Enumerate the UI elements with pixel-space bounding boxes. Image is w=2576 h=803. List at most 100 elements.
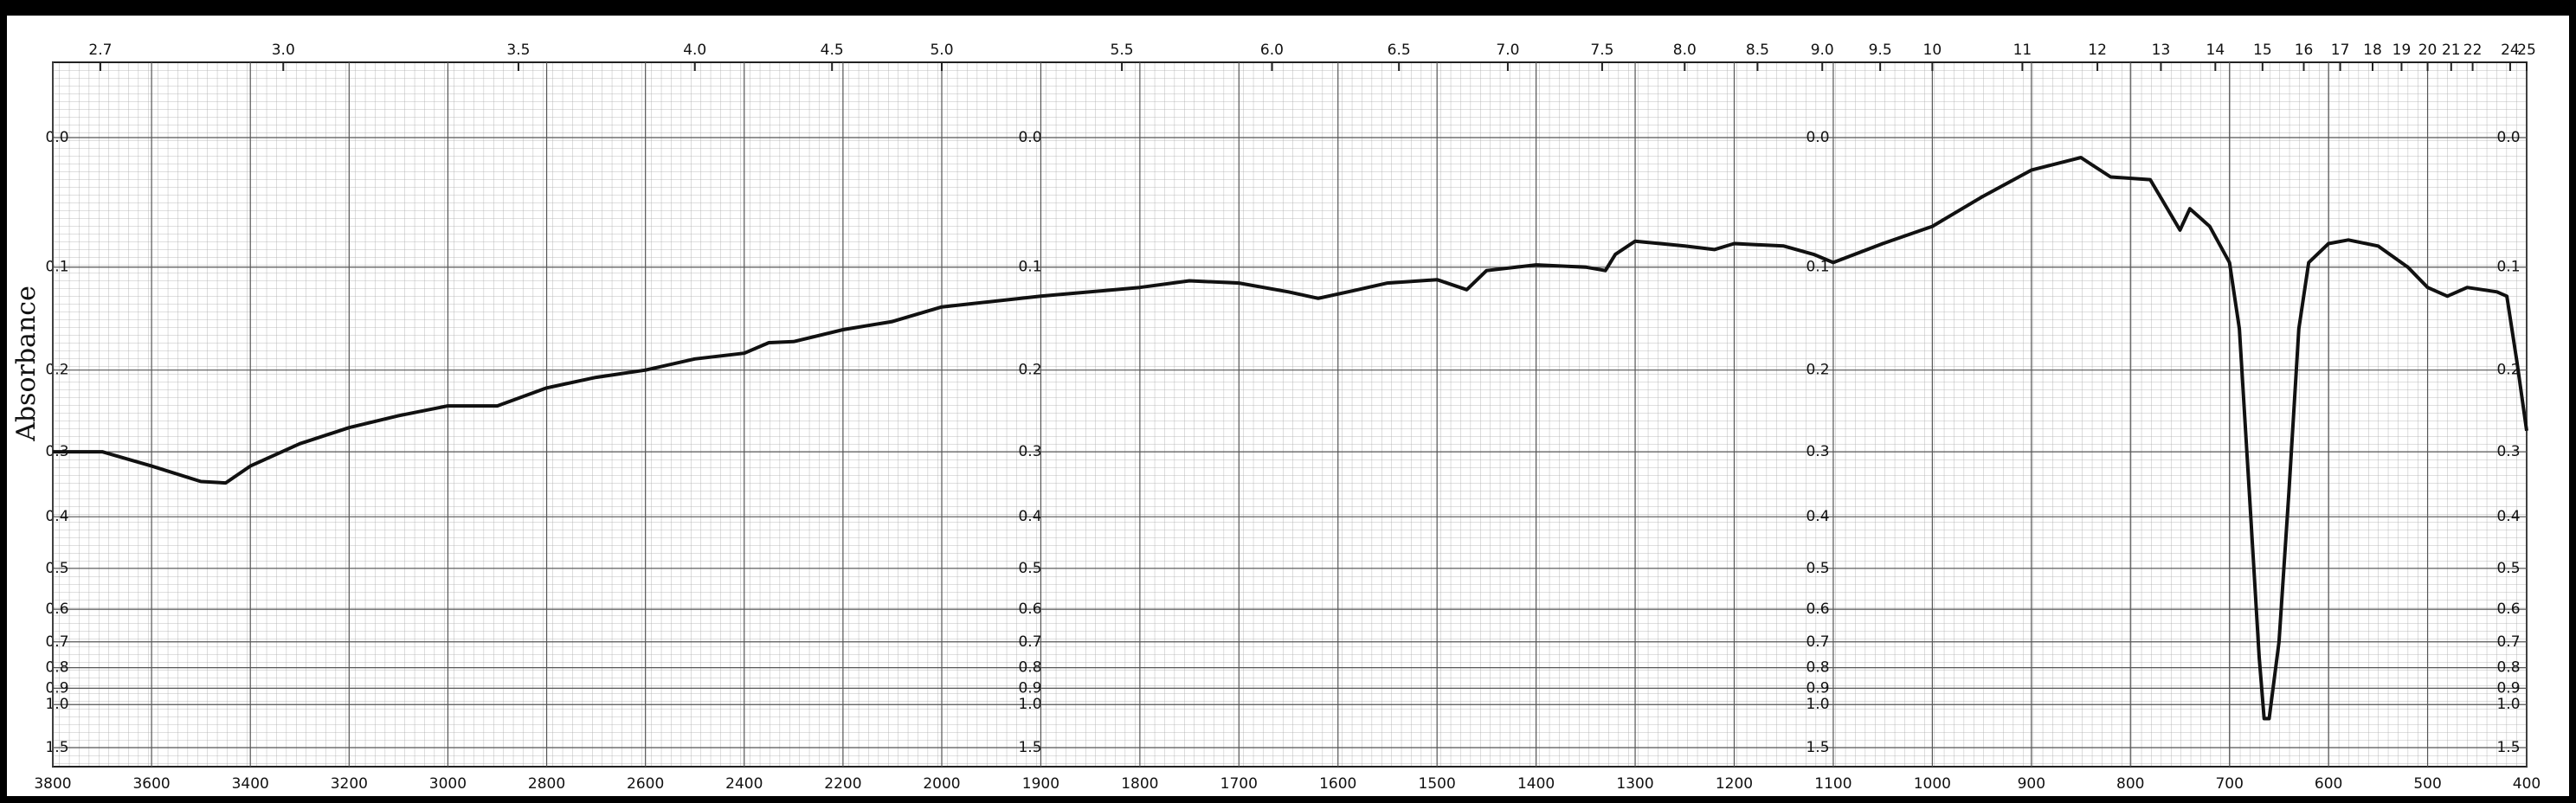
y-tick-label: 0.5	[2496, 560, 2520, 577]
y-tick-label: 0.2	[2496, 362, 2520, 379]
y-tick-label: 0.7	[45, 633, 68, 651]
spectrum-line	[53, 156, 2528, 721]
x-tick-label: 2400	[725, 775, 763, 793]
x2-tick-label: 15	[2253, 42, 2272, 59]
x-tick-label: 800	[2116, 775, 2144, 793]
y-tick-label: 0.4	[1018, 508, 1041, 525]
y-tick-label: 1.0	[45, 696, 68, 713]
x2-tick-label: 21	[2442, 42, 2461, 59]
y-tick-label: 0.0	[45, 129, 68, 146]
y-tick-label: 0.7	[1018, 633, 1041, 651]
x-tick-label: 1000	[1914, 775, 1951, 793]
x2-tick-label: 10	[1923, 42, 1942, 59]
y-tick-label: 0.9	[2496, 679, 2520, 697]
y-tick-label: 0.6	[45, 601, 68, 618]
y-tick-label: 1.5	[1018, 739, 1041, 756]
y-tick-label: 0.4	[1806, 508, 1829, 525]
y-tick-label: 0.3	[1806, 443, 1829, 460]
x-tick-label: 3600	[132, 775, 170, 793]
y-tick-label: 1.5	[45, 739, 68, 756]
y-tick-label: 0.9	[1806, 679, 1829, 697]
plot-area	[52, 61, 2528, 768]
x2-tick-label: 6.5	[1388, 42, 1411, 59]
y-tick-label: 0.2	[1018, 362, 1041, 379]
y-tick-label: 0.0	[2496, 129, 2520, 146]
y-tick-label: 0.0	[1806, 129, 1829, 146]
x2-tick-label: 8.5	[1746, 42, 1769, 59]
x2-tick-label: 7.0	[1496, 42, 1519, 59]
x2-tick-label: 24	[2501, 42, 2520, 59]
x2-tick-label: 11	[2013, 42, 2032, 59]
y-tick-label: 0.2	[45, 362, 68, 379]
x-tick-label: 2600	[627, 775, 664, 793]
x-tick-label: 1100	[1814, 775, 1852, 793]
x-tick-label: 1300	[1616, 775, 1653, 793]
y-tick-label: 0.8	[45, 659, 68, 677]
y-tick-label: 0.6	[1806, 601, 1829, 618]
x2-tick-label: 9.0	[1811, 42, 1834, 59]
y-tick-label: 1.0	[1806, 696, 1829, 713]
x2-tick-label: 12	[2088, 42, 2107, 59]
x-tick-label: 1600	[1319, 775, 1356, 793]
x2-tick-label: 18	[2363, 42, 2382, 59]
x-tick-label: 900	[2018, 775, 2045, 793]
x-tick-label: 500	[2413, 775, 2441, 793]
y-tick-label: 0.1	[1806, 259, 1829, 276]
x-tick-label: 600	[2315, 775, 2342, 793]
x2-tick-label: 6.0	[1260, 42, 1284, 59]
y-tick-label: 0.7	[1806, 633, 1829, 651]
y-tick-label: 0.9	[45, 679, 68, 697]
x2-tick-label: 4.5	[821, 42, 844, 59]
y-tick-label: 0.4	[45, 508, 68, 525]
y-tick-label: 0.6	[2496, 601, 2520, 618]
x-tick-label: 1400	[1517, 775, 1555, 793]
x2-tick-label: 3.5	[506, 42, 530, 59]
y-tick-label: 0.5	[45, 560, 68, 577]
y-tick-label: 0.4	[2496, 508, 2520, 525]
x-tick-label: 2800	[528, 775, 565, 793]
x2-tick-label: 7.5	[1590, 42, 1613, 59]
y-tick-label: 0.8	[1806, 659, 1829, 677]
y-tick-label: 0.8	[1018, 659, 1041, 677]
x2-tick-label: 3.0	[272, 42, 295, 59]
y-tick-label: 1.5	[2496, 739, 2520, 756]
x-tick-label: 3800	[34, 775, 71, 793]
y-tick-label: 1.0	[2496, 696, 2520, 713]
x2-tick-label: 2.7	[88, 42, 112, 59]
y-tick-label: 0.3	[1018, 443, 1041, 460]
x-tick-label: 3000	[429, 775, 467, 793]
x-tick-label: 2200	[824, 775, 861, 793]
x2-tick-label: 5.0	[930, 42, 953, 59]
y-tick-label: 0.1	[45, 259, 68, 276]
y-tick-label: 0.6	[1018, 601, 1041, 618]
y-tick-label: 0.8	[2496, 659, 2520, 677]
x2-tick-label: 5.5	[1111, 42, 1134, 59]
x2-tick-label: 17	[2331, 42, 2350, 59]
x-tick-label: 1900	[1022, 775, 1059, 793]
y-tick-label: 0.9	[1018, 679, 1041, 697]
x-tick-label: 400	[2513, 775, 2541, 793]
y-tick-label: 1.5	[1806, 739, 1829, 756]
x2-tick-label: 4.0	[683, 42, 706, 59]
x2-tick-label: 22	[2463, 42, 2483, 59]
y-tick-label: 0.5	[1018, 560, 1041, 577]
y-tick-label: 0.3	[2496, 443, 2520, 460]
y-tick-label: 1.0	[1018, 696, 1041, 713]
x-tick-label: 700	[2215, 775, 2243, 793]
y-tick-label: 0.1	[1018, 259, 1041, 276]
y-tick-label: 0.7	[2496, 633, 2520, 651]
x2-tick-label: 8.0	[1673, 42, 1697, 59]
x-tick-label: 1500	[1419, 775, 1456, 793]
y-axis-label: Absorbance	[11, 286, 42, 442]
x2-tick-label: 13	[2152, 42, 2171, 59]
x2-tick-label: 16	[2295, 42, 2314, 59]
x-tick-label: 1200	[1716, 775, 1753, 793]
x2-tick-label: 19	[2392, 42, 2412, 59]
x-tick-label: 1700	[1220, 775, 1258, 793]
x2-tick-label: 20	[2418, 42, 2438, 59]
x-tick-label: 1800	[1121, 775, 1158, 793]
x2-tick-label: 25	[2517, 42, 2536, 59]
x-tick-label: 2000	[923, 775, 960, 793]
